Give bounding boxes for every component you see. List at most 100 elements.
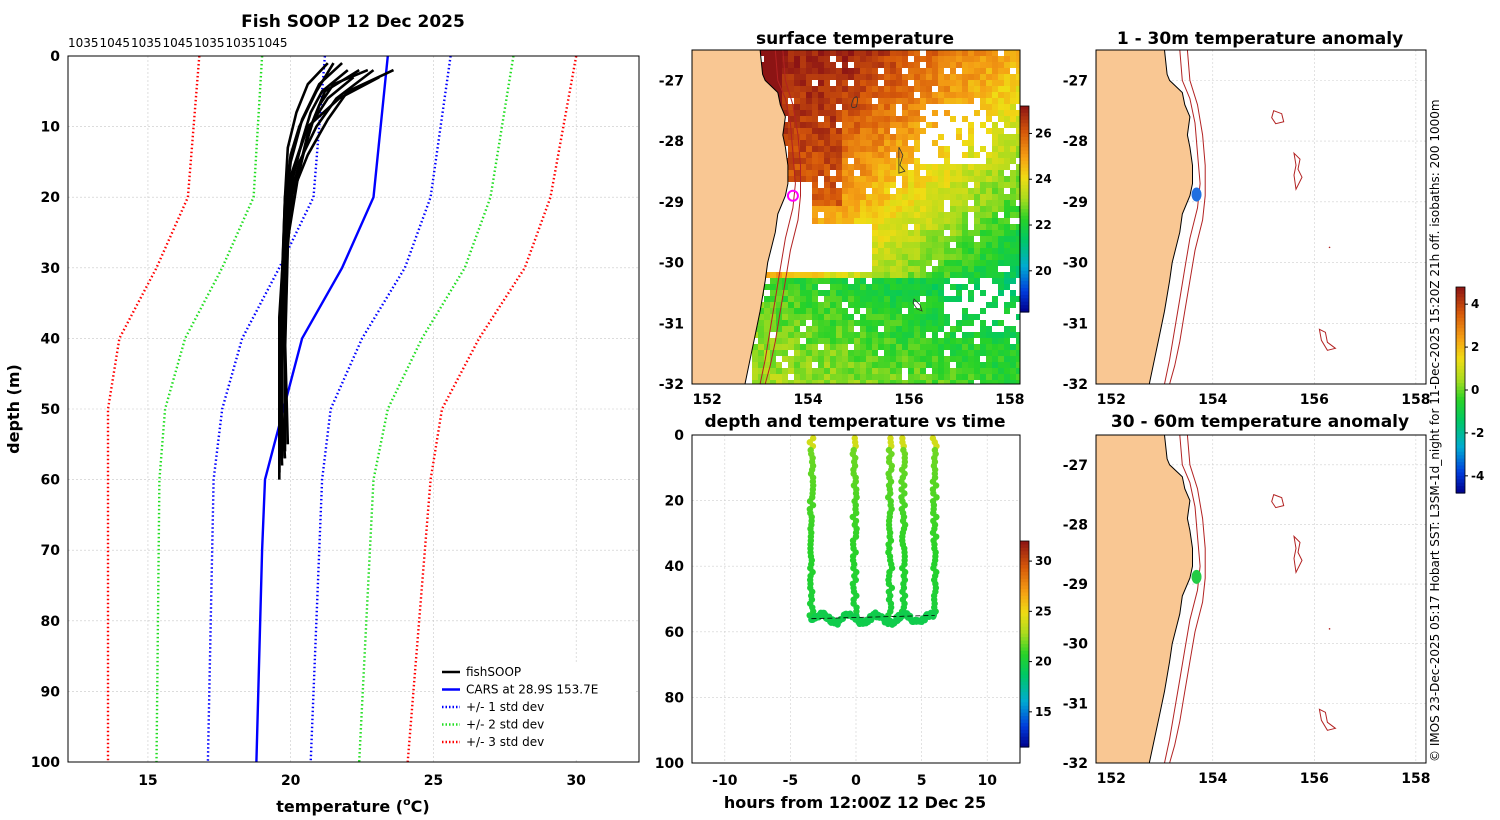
sst-cell: [962, 218, 968, 224]
sst-cell: [968, 152, 974, 158]
sst-cell: [902, 140, 908, 146]
sst-cell: [848, 104, 854, 110]
sst-cell: [986, 338, 992, 344]
sst-cell: [782, 272, 788, 278]
sst-cell: [758, 320, 764, 326]
sst-cell: [998, 80, 1004, 86]
sst-cell: [842, 110, 848, 116]
sst-cell: [848, 290, 854, 296]
sst-cell: [920, 74, 926, 80]
sst-cell: [1010, 134, 1016, 140]
sst-cell: [1016, 176, 1020, 182]
sst-cell: [842, 356, 848, 362]
sst-cell: [914, 332, 920, 338]
anomaly-colorbar-segment: [1456, 482, 1465, 487]
sst-cell: [908, 380, 914, 384]
sst-cell: [992, 362, 998, 368]
sst-cell: [944, 254, 950, 260]
sst-cell: [992, 374, 998, 380]
sst-cell: [974, 350, 980, 356]
sst-cell: [884, 122, 890, 128]
sst-cell: [968, 176, 974, 182]
sst-cell: [920, 68, 926, 74]
profile-top-label: 1045: [257, 36, 288, 50]
sst-cell: [800, 152, 806, 158]
sst-cell: [836, 116, 842, 122]
sst-cell: [920, 374, 926, 380]
anomaly-colorbar-segment: [1456, 400, 1465, 405]
sst-cell: [950, 170, 956, 176]
sst-cell: [902, 62, 908, 68]
surface-colorbar-segment: [1020, 233, 1029, 238]
sst-cell: [956, 248, 962, 254]
sst-cell: [914, 350, 920, 356]
sst-cell: [830, 326, 836, 332]
sst-cell: [932, 62, 938, 68]
sst-cell: [824, 332, 830, 338]
sst-cell: [1004, 152, 1010, 158]
sst-cell: [962, 74, 968, 80]
isobath-200m: [1164, 435, 1201, 763]
sst-cell: [794, 374, 800, 380]
sst-cell: [896, 194, 902, 200]
sst-cell: [806, 158, 812, 164]
sst-cell: [1016, 152, 1020, 158]
sst-cell: [914, 296, 920, 302]
map-ytick-label: -28: [1063, 134, 1088, 150]
sst-cell: [782, 356, 788, 362]
sst-cell: [932, 56, 938, 62]
sst-cell: [914, 176, 920, 182]
surface-colorbar-segment: [1020, 154, 1029, 159]
sst-cell: [788, 290, 794, 296]
sst-cell: [764, 74, 770, 80]
time-depth-colorbar-segment: [1020, 647, 1029, 652]
sst-cell: [884, 62, 890, 68]
sst-cell: [944, 86, 950, 92]
sst-cell: [956, 74, 962, 80]
sst-cell: [866, 284, 872, 290]
sst-cell: [842, 290, 848, 296]
sst-cell: [974, 332, 980, 338]
sst-cell: [908, 230, 914, 236]
sst-cell: [788, 320, 794, 326]
sst-cell: [920, 236, 926, 242]
map-ytick-label: -32: [659, 377, 684, 393]
sst-cell: [758, 350, 764, 356]
sst-cell: [992, 254, 998, 260]
sst-cell: [986, 98, 992, 104]
sst-cell: [794, 380, 800, 384]
sst-cell: [992, 146, 998, 152]
sst-cell: [914, 98, 920, 104]
sst-cell: [1010, 104, 1016, 110]
sst-cell: [938, 74, 944, 80]
sst-cell: [932, 80, 938, 86]
sst-cell: [962, 80, 968, 86]
sst-cell: [932, 74, 938, 80]
sst-cell: [812, 74, 818, 80]
sst-cell: [902, 146, 908, 152]
sst-cell: [806, 50, 812, 56]
sst-cell: [980, 194, 986, 200]
time-depth-colorbar-segment: [1020, 575, 1029, 580]
sst-cell: [830, 362, 836, 368]
sst-cell: [992, 50, 998, 56]
sst-cell: [932, 236, 938, 242]
sst-cell: [956, 134, 962, 140]
sst-cell: [872, 152, 878, 158]
sst-cell: [914, 62, 920, 68]
sst-cell: [1016, 194, 1020, 200]
sst-cell: [962, 284, 968, 290]
sst-cell: [830, 212, 836, 218]
sst-contour: [851, 96, 858, 108]
sst-cell: [944, 146, 950, 152]
sst-cell: [998, 62, 1004, 68]
sst-cell: [908, 50, 914, 56]
sst-cell: [878, 50, 884, 56]
sst-cell: [872, 92, 878, 98]
sst-cell: [854, 272, 860, 278]
sst-cell: [956, 254, 962, 260]
sst-cell: [848, 98, 854, 104]
sst-cell: [890, 356, 896, 362]
sst-cell: [800, 284, 806, 290]
sst-cell: [986, 74, 992, 80]
